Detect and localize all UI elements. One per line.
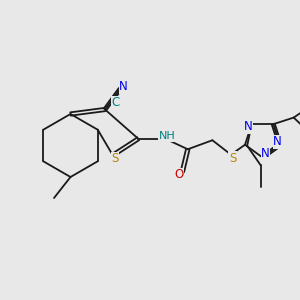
Text: N: N [273, 135, 282, 148]
Text: N: N [261, 147, 270, 160]
Text: O: O [174, 168, 183, 181]
Text: NH: NH [158, 131, 175, 141]
Text: C: C [111, 96, 120, 109]
Text: N: N [119, 80, 128, 93]
Text: S: S [229, 152, 236, 165]
Text: N: N [244, 120, 253, 133]
Text: S: S [112, 152, 119, 165]
